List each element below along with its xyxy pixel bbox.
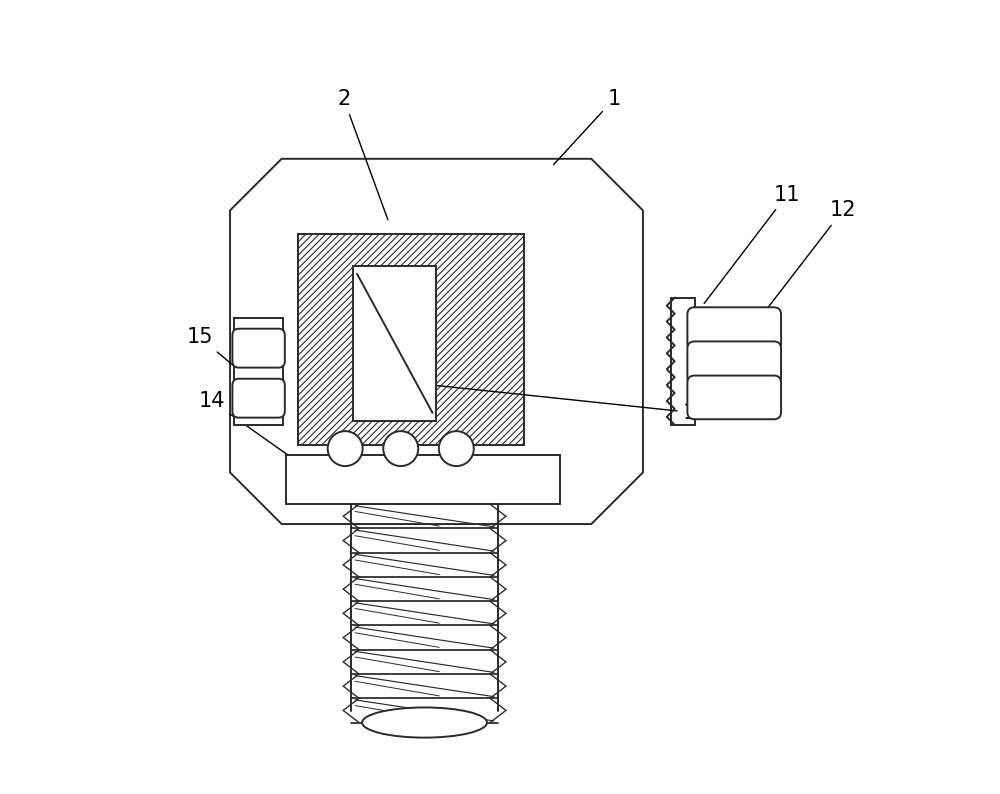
Text: 1: 1 — [553, 89, 620, 164]
Text: 15: 15 — [186, 327, 260, 387]
Bar — [286, 455, 560, 504]
Text: 13: 13 — [435, 385, 709, 423]
Circle shape — [383, 431, 418, 466]
FancyBboxPatch shape — [687, 341, 781, 385]
Text: 11: 11 — [704, 184, 800, 303]
Bar — [234, 318, 283, 425]
Ellipse shape — [362, 707, 487, 738]
Bar — [298, 234, 524, 445]
Text: 2: 2 — [337, 89, 388, 220]
Bar — [353, 266, 436, 421]
FancyBboxPatch shape — [687, 307, 781, 351]
Text: 14: 14 — [198, 391, 327, 483]
FancyBboxPatch shape — [687, 376, 781, 419]
Bar — [671, 298, 695, 425]
Circle shape — [439, 431, 474, 466]
FancyBboxPatch shape — [232, 379, 285, 418]
Polygon shape — [230, 159, 643, 524]
FancyBboxPatch shape — [232, 329, 285, 368]
Text: 12: 12 — [748, 200, 856, 333]
Circle shape — [328, 431, 363, 466]
